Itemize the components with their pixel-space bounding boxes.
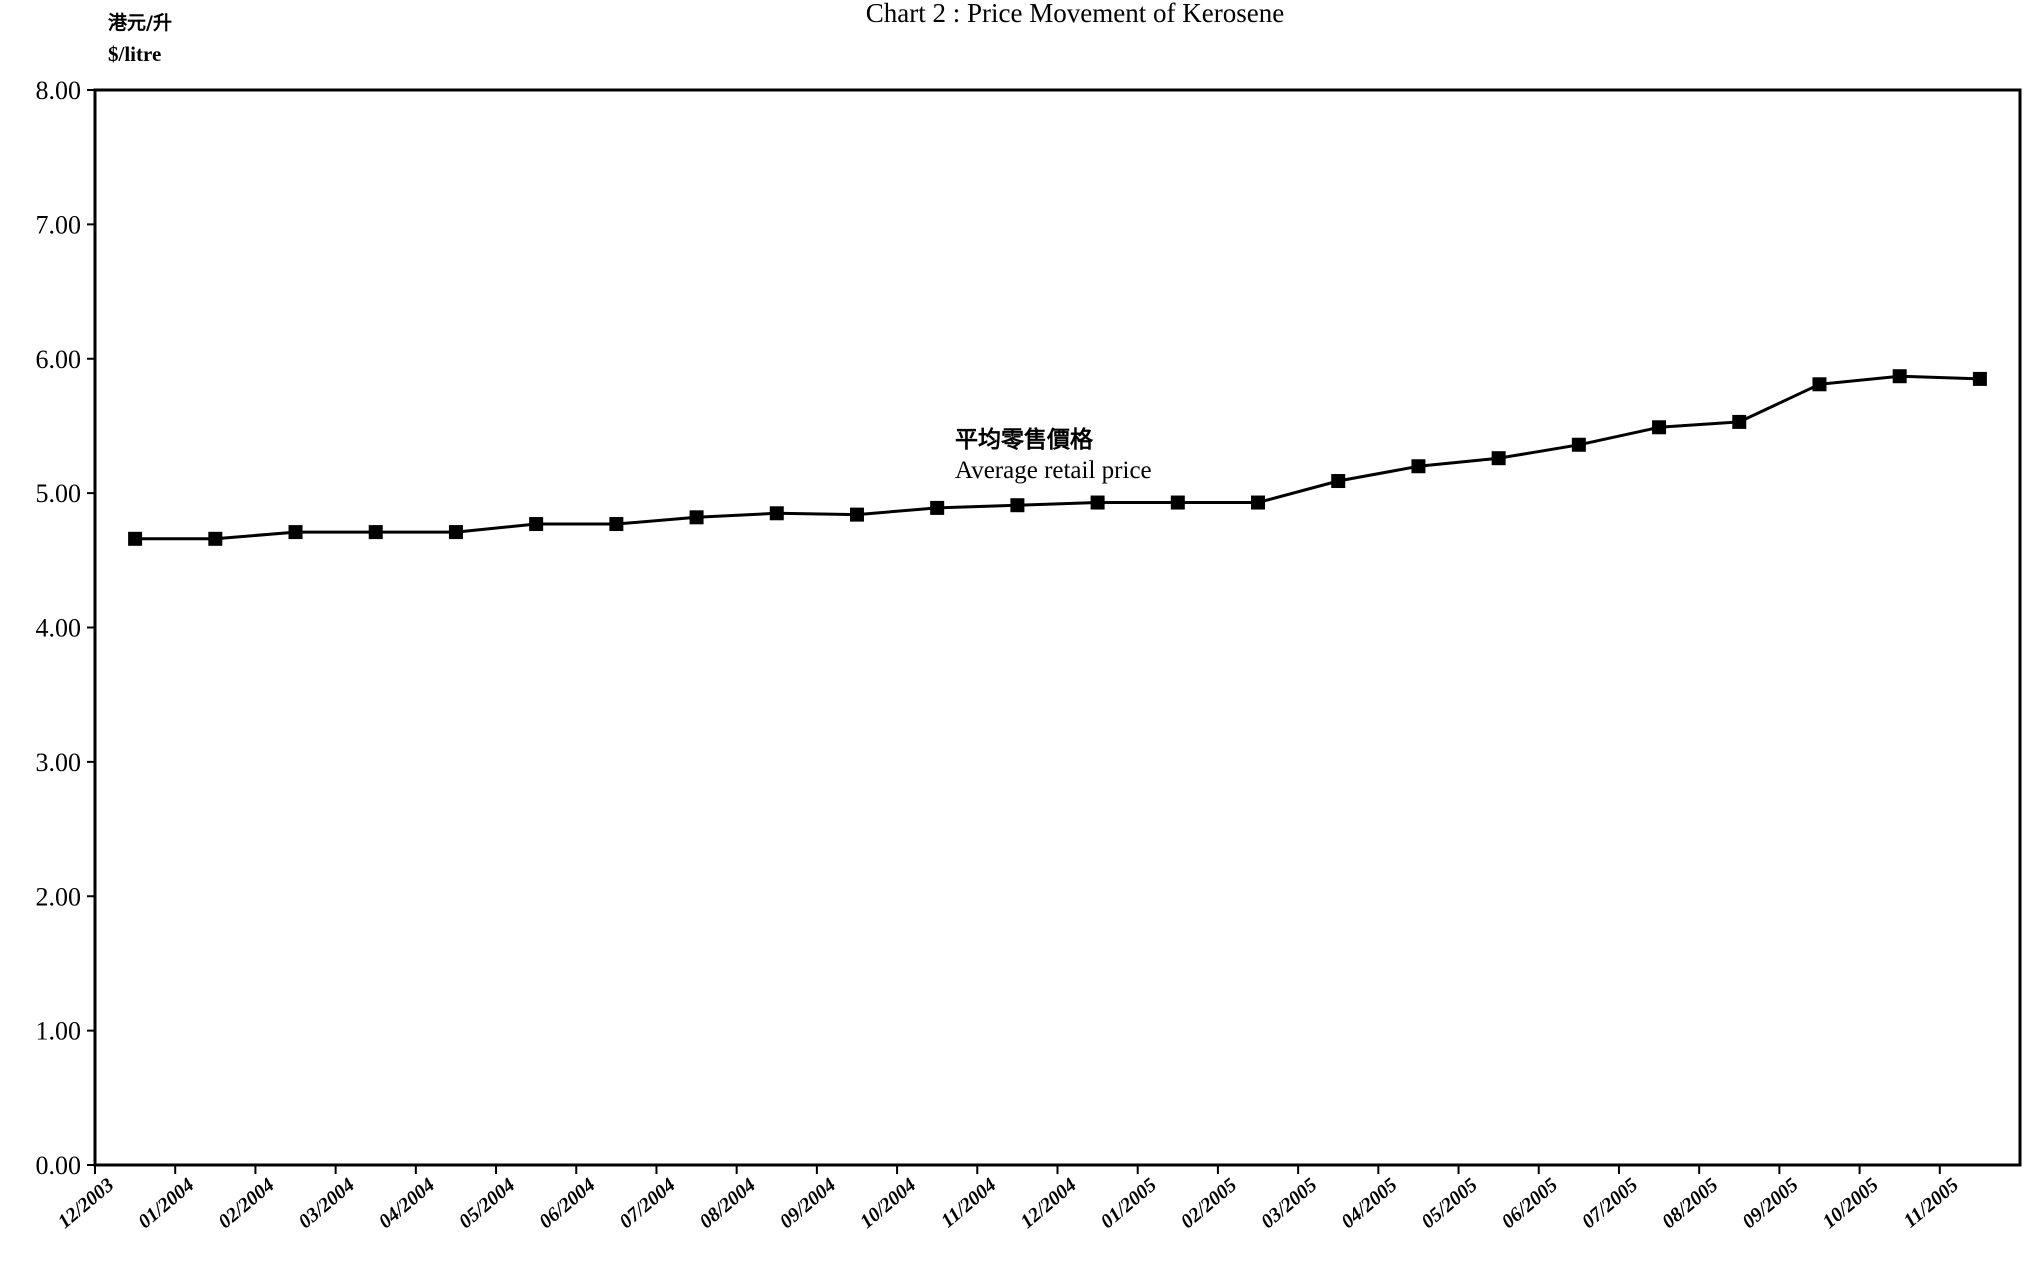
x-tick-label: 02/2005 (1177, 1174, 1241, 1233)
y-axis: 0.00 1.00 2.00 3.00 4.00 5.00 6.00 7.00 8.00 (36, 76, 95, 1180)
x-tick-label: 01/2005 (1097, 1174, 1161, 1233)
data-point-marker (1732, 414, 1747, 429)
y-tick-label: 5.00 (36, 479, 82, 508)
data-point-marker (609, 517, 624, 532)
x-tick-label: 05/2005 (1417, 1174, 1481, 1233)
x-tick-label: 12/2004 (1016, 1174, 1080, 1233)
x-tick-label: 06/2004 (535, 1174, 599, 1233)
data-point-marker (930, 500, 945, 515)
data-point-marker (769, 506, 784, 521)
data-point-marker (529, 517, 544, 532)
x-tick-label: 11/2004 (937, 1174, 1001, 1232)
x-tick-label: 12/2003 (54, 1174, 118, 1233)
x-tick-label: 04/2004 (375, 1174, 439, 1233)
series-label: Average retail price (955, 457, 1152, 484)
x-tick-label: 01/2004 (134, 1174, 198, 1233)
data-point-marker (1972, 371, 1987, 386)
y-tick-label: 4.00 (36, 614, 82, 643)
x-tick-label: 11/2005 (1899, 1174, 1963, 1232)
x-tick-label: 06/2005 (1498, 1174, 1562, 1233)
data-point-marker (368, 525, 383, 540)
data-point-marker (1251, 495, 1266, 510)
x-tick-label: 09/2005 (1738, 1174, 1802, 1233)
plot-frame (93, 88, 2022, 1167)
x-tick-label: 07/2004 (615, 1174, 679, 1233)
data-point-marker (128, 531, 143, 546)
data-point-marker (1812, 377, 1827, 392)
y-unit-label: $/litre (108, 42, 161, 66)
data-point-marker (208, 531, 223, 546)
x-tick-label: 09/2004 (776, 1174, 840, 1233)
data-point-marker (1411, 459, 1426, 474)
series-label-zh: 平均零售價格 (955, 426, 1094, 453)
y-tick-label: 3.00 (36, 748, 82, 777)
data-point-marker (1331, 474, 1346, 489)
data-point-marker (448, 525, 463, 540)
data-point-marker (1652, 420, 1667, 435)
chart-title: Chart 2 : Price Movement of Kerosene (866, 0, 1284, 28)
series-line (135, 374, 1980, 541)
x-tick-label: 08/2005 (1658, 1174, 1722, 1233)
x-tick-label: 05/2004 (455, 1174, 519, 1233)
x-axis: 12/2003 01/2004 02/2004 03/2004 04/2004 05/20… (54, 1165, 1963, 1233)
data-point-marker (1090, 495, 1105, 510)
y-tick-label: 7.00 (36, 210, 82, 239)
y-tick-label: 1.00 (36, 1017, 82, 1046)
series-average-retail-price (128, 369, 1987, 546)
x-tick-label: 10/2005 (1818, 1174, 1882, 1233)
x-tick-label: 02/2004 (214, 1174, 278, 1233)
y-tick-label: 0.00 (36, 1151, 82, 1180)
y-tick-label: 8.00 (36, 76, 82, 105)
data-point-marker (1491, 451, 1506, 466)
data-point-marker (1892, 369, 1907, 384)
data-point-marker (1571, 437, 1586, 452)
data-point-marker (288, 525, 303, 540)
x-tick-label: 03/2004 (294, 1174, 358, 1233)
data-point-marker (689, 510, 704, 525)
data-point-marker (849, 507, 864, 522)
data-point-marker (1010, 498, 1025, 513)
data-point-marker (1170, 495, 1185, 510)
y-unit-label-zh: 港元/升 (108, 12, 172, 34)
x-tick-label: 03/2005 (1257, 1174, 1321, 1233)
x-tick-label: 10/2004 (856, 1174, 920, 1233)
x-tick-label: 04/2005 (1337, 1174, 1401, 1233)
y-tick-label: 6.00 (36, 345, 82, 374)
x-tick-label: 07/2005 (1578, 1174, 1642, 1233)
y-tick-label: 2.00 (36, 882, 82, 911)
x-tick-label: 08/2004 (696, 1174, 760, 1233)
